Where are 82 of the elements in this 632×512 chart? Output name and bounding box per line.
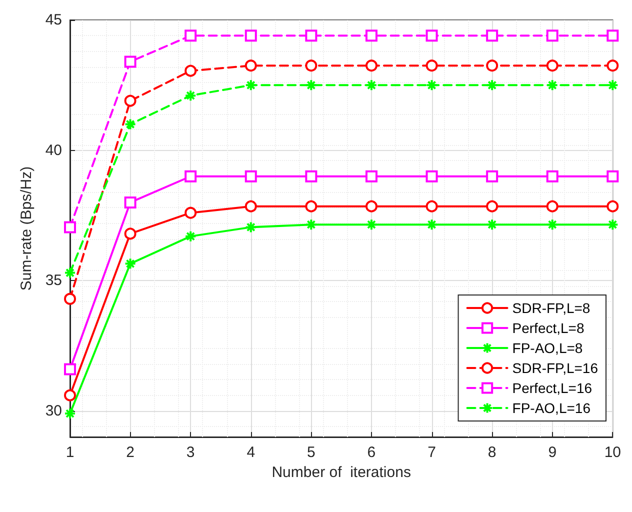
point bbox=[305, 200, 318, 212]
legend-label: Perfect,L=16 bbox=[512, 380, 592, 396]
y-axis-title: Sum-rate (Bps/Hz) bbox=[18, 166, 35, 291]
point bbox=[486, 218, 498, 231]
y-tick-label: 45 bbox=[45, 12, 62, 28]
point bbox=[486, 200, 498, 212]
point bbox=[606, 60, 619, 72]
y-tick-label: 40 bbox=[45, 142, 62, 159]
point bbox=[124, 228, 136, 240]
point bbox=[184, 64, 197, 77]
point bbox=[124, 258, 136, 270]
point bbox=[606, 200, 619, 212]
x-tick-label: 2 bbox=[126, 444, 134, 461]
point bbox=[486, 79, 498, 92]
point bbox=[426, 30, 438, 42]
point bbox=[606, 30, 619, 42]
x-tick-label: 9 bbox=[548, 444, 557, 461]
point bbox=[426, 79, 438, 92]
y-tick-label: 35 bbox=[45, 272, 62, 290]
legend-label: FP-AO,L=8 bbox=[512, 340, 583, 356]
point bbox=[64, 408, 76, 420]
point bbox=[606, 79, 619, 92]
point bbox=[124, 196, 136, 208]
x-tick-label: 4 bbox=[246, 444, 256, 461]
point bbox=[124, 94, 136, 107]
point bbox=[606, 170, 619, 182]
point bbox=[244, 79, 257, 92]
point bbox=[305, 170, 318, 182]
x-tick-label: 7 bbox=[428, 444, 436, 461]
x-tick-label: 1 bbox=[66, 444, 74, 461]
point bbox=[305, 30, 318, 42]
point bbox=[64, 389, 76, 402]
point bbox=[546, 60, 558, 72]
point bbox=[184, 230, 197, 242]
legend-label: FP-AO,L=16 bbox=[512, 400, 591, 416]
point bbox=[365, 79, 378, 92]
point bbox=[365, 200, 378, 212]
point bbox=[124, 56, 136, 68]
point bbox=[365, 218, 378, 231]
point bbox=[546, 200, 558, 212]
point bbox=[546, 79, 558, 92]
point bbox=[64, 266, 76, 279]
x-tick-label: 5 bbox=[307, 444, 316, 461]
point bbox=[426, 170, 438, 182]
point bbox=[305, 218, 318, 231]
x-tick-label: 3 bbox=[186, 444, 195, 461]
point bbox=[426, 218, 438, 231]
legend-label: SDR-FP,L=16 bbox=[512, 360, 598, 376]
point bbox=[244, 30, 257, 42]
point bbox=[426, 200, 438, 212]
point bbox=[426, 60, 438, 72]
point bbox=[486, 30, 498, 42]
point bbox=[64, 292, 76, 305]
point bbox=[365, 60, 378, 72]
x-tick-label: 10 bbox=[604, 444, 621, 461]
point bbox=[305, 60, 318, 72]
legend-label: Perfect,L=8 bbox=[512, 320, 584, 336]
point bbox=[124, 118, 136, 130]
point bbox=[244, 60, 257, 72]
point bbox=[365, 30, 378, 42]
point bbox=[64, 363, 76, 376]
point bbox=[305, 79, 318, 92]
point bbox=[606, 218, 619, 231]
point bbox=[244, 170, 257, 182]
legend-label: SDR-FP,L=8 bbox=[512, 300, 590, 316]
point bbox=[486, 60, 498, 72]
x-tick-label: 6 bbox=[367, 444, 376, 461]
point bbox=[546, 170, 558, 182]
point bbox=[184, 30, 197, 42]
point bbox=[546, 30, 558, 42]
point bbox=[184, 90, 197, 102]
y-tick-label: 30 bbox=[45, 402, 62, 420]
point bbox=[486, 170, 498, 182]
x-axis-title: Number of iterations bbox=[272, 464, 411, 481]
point bbox=[244, 221, 257, 234]
point bbox=[546, 218, 558, 231]
point bbox=[184, 170, 197, 182]
point bbox=[244, 200, 257, 212]
point bbox=[184, 206, 197, 219]
x-tick-label: 8 bbox=[488, 444, 496, 461]
point bbox=[64, 221, 76, 234]
point bbox=[365, 170, 378, 182]
